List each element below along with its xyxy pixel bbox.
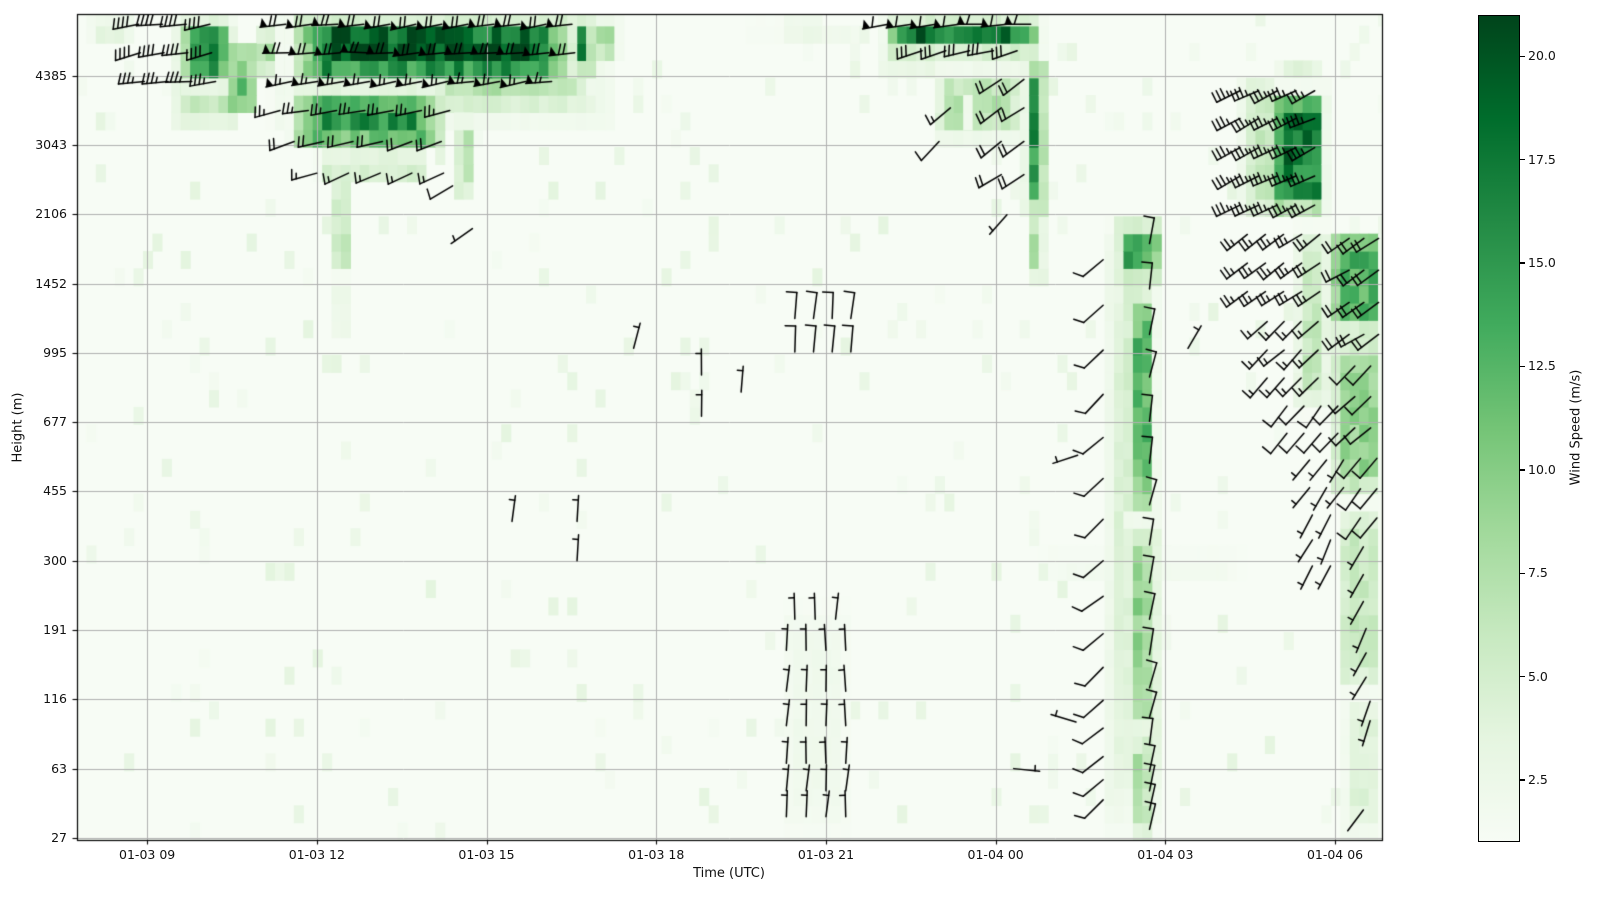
colorbar-tick-label: 15.0 xyxy=(1528,255,1556,271)
x-tick-label: 01-03 12 xyxy=(288,847,345,862)
colorbar-tick-mark xyxy=(1520,779,1525,781)
y-tick-label: 191 xyxy=(43,622,67,638)
x-tick-label: 01-03 18 xyxy=(628,847,685,862)
colorbar-gradient xyxy=(1478,15,1520,842)
colorbar-tick-mark xyxy=(1520,262,1525,264)
colorbar-tick-mark xyxy=(1520,675,1525,678)
colorbar-tick-label: 7.5 xyxy=(1528,565,1548,581)
x-tick-label: 01-03 15 xyxy=(458,847,515,862)
y-tick-label: 116 xyxy=(43,691,67,707)
colorbar-tick-mark xyxy=(1520,469,1525,471)
colorbar-tick-label: 10.0 xyxy=(1528,461,1556,477)
y-tick-label: 3043 xyxy=(35,136,67,152)
colorbar-label: Wind Speed (m/s) xyxy=(1568,369,1584,486)
colorbar-tick-label: 20.0 xyxy=(1528,48,1556,64)
colorbar-tick-mark xyxy=(1520,572,1525,574)
x-tick-label: 01-04 00 xyxy=(967,847,1024,862)
y-tick-label: 455 xyxy=(43,483,67,499)
y-axis-label: Height (m) xyxy=(10,392,26,463)
x-tick-label: 01-03 09 xyxy=(119,847,176,862)
colorbar-tick-label: 17.5 xyxy=(1528,151,1556,167)
y-tick-label: 995 xyxy=(43,344,67,360)
y-tick-label: 300 xyxy=(43,552,67,568)
colorbar-tick-label: 5.0 xyxy=(1528,668,1548,684)
y-tick-label: 1452 xyxy=(35,275,67,291)
colorbar-tick-mark xyxy=(1520,55,1525,58)
colorbar-tick-label: 12.5 xyxy=(1528,358,1556,374)
y-tick-label: 2106 xyxy=(35,206,67,222)
colorbar-tick-mark xyxy=(1520,365,1525,368)
y-tick-label: 63 xyxy=(51,760,67,776)
y-tick-label: 4385 xyxy=(35,67,67,83)
x-axis-label: Time (UTC) xyxy=(693,866,765,881)
x-tick-label: 01-04 03 xyxy=(1137,847,1194,862)
y-tick-label: 27 xyxy=(51,829,67,845)
x-tick-label: 01-04 06 xyxy=(1306,847,1364,862)
colorbar-tick-label: 2.5 xyxy=(1528,771,1548,787)
x-tick-label: 01-03 21 xyxy=(797,847,855,862)
y-tick-label: 677 xyxy=(43,414,67,430)
colorbar-tick-mark xyxy=(1520,159,1525,161)
